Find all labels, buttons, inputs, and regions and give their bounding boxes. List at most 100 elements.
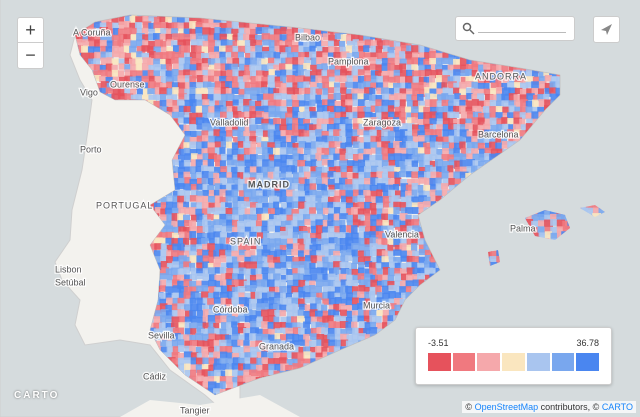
municipality [466,304,475,313]
municipality [274,328,282,337]
municipality [255,291,263,300]
municipality [75,298,78,306]
municipality [268,22,278,30]
municipality [411,189,418,199]
municipality [399,33,409,41]
municipality [328,58,338,65]
municipality [502,75,509,83]
municipality [226,130,234,139]
municipality [376,244,383,252]
municipality [567,256,576,263]
municipality [585,190,593,200]
municipality [580,190,588,200]
municipality [304,316,313,325]
municipality [340,64,350,73]
municipality [291,45,299,54]
municipality [94,51,101,61]
municipality [520,58,530,66]
municipality [388,219,395,227]
municipality [429,267,437,277]
municipality [207,87,215,95]
municipality [484,202,492,211]
municipality [226,256,236,265]
municipality [586,153,594,162]
municipality [340,142,347,152]
municipality [243,189,253,199]
municipality [249,315,257,324]
municipality [423,292,432,300]
municipality [226,315,236,325]
municipality [177,82,187,89]
municipality [424,316,434,326]
municipality [304,297,313,304]
municipality [459,88,467,96]
municipality [291,166,298,175]
municipality [345,118,352,126]
municipality [261,33,270,41]
municipality [495,291,502,300]
municipality [249,298,257,307]
municipality [358,45,365,52]
municipality [298,327,307,337]
municipality [160,76,168,84]
municipality [423,244,430,253]
municipality [526,213,535,223]
municipality [562,111,570,120]
municipality [153,316,163,325]
municipality [435,159,444,168]
municipality [477,279,487,287]
municipality [195,117,205,125]
municipality [279,297,288,307]
municipality [586,57,594,66]
municipality [448,196,455,205]
municipality [225,183,235,191]
municipality [207,112,216,120]
municipality [171,250,180,258]
municipality [592,249,602,256]
municipality [441,279,448,287]
municipality [220,153,228,162]
municipality [352,141,361,148]
municipality [274,40,283,49]
municipality [429,75,436,83]
municipality [268,213,277,222]
municipality [489,226,497,234]
municipality [268,40,277,48]
municipality [370,45,379,54]
municipality [363,57,370,66]
municipality [256,172,266,180]
municipality [333,321,341,329]
municipality [544,309,553,317]
municipality [340,58,349,67]
municipality [154,243,162,250]
municipality [574,154,583,164]
municipality [316,273,326,282]
municipality [448,207,457,214]
municipality [220,315,228,324]
municipality [315,141,325,151]
municipality [472,280,481,288]
municipality [249,261,258,269]
municipality [603,100,605,107]
municipality [172,63,179,71]
municipality [237,327,247,334]
municipality [117,28,124,36]
municipality [406,225,413,234]
municipality [549,256,558,264]
municipality [465,81,474,88]
municipality [177,237,187,244]
municipality [249,177,256,185]
municipality [460,183,468,192]
municipality [424,231,431,239]
municipality [297,147,304,157]
municipality [208,15,217,18]
municipality [538,99,547,107]
municipality [141,45,150,52]
municipality [604,189,605,198]
municipality [448,291,455,300]
municipality [327,40,335,48]
municipality [274,268,282,276]
municipality [562,148,571,156]
municipality [87,27,97,35]
